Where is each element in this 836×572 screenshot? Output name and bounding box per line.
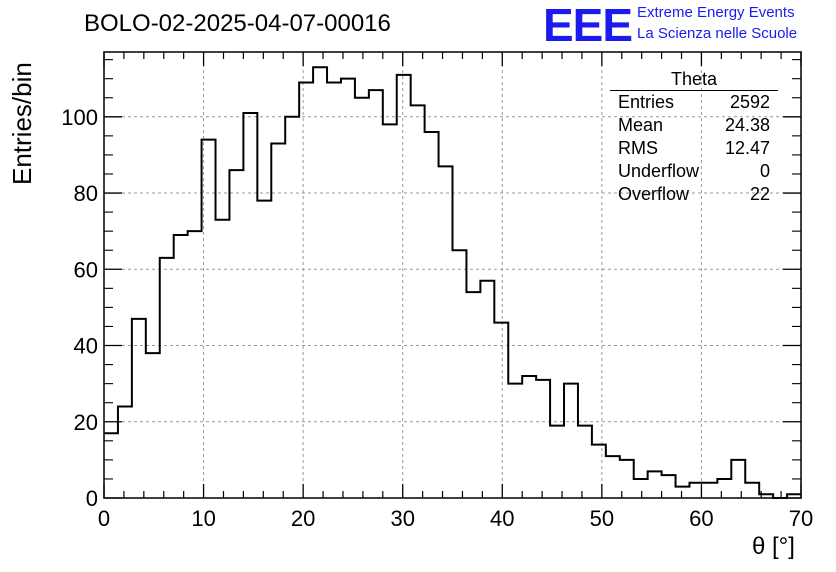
x-tick-label: 60 [689, 506, 713, 531]
logo-caption-line1: Extreme Energy Events [637, 4, 795, 21]
logo-caption-line2: La Scienza nelle Scuole [637, 25, 798, 42]
y-tick-label: 60 [74, 257, 98, 282]
y-tick-label: 20 [74, 410, 98, 435]
stats-value: 2592 [729, 92, 770, 112]
y-tick-label: 40 [74, 334, 98, 359]
x-tick-label: 0 [98, 506, 110, 531]
x-tick-label: 70 [789, 506, 813, 531]
tick-labels: 0 10 20 30 40 50 60 70 0 20 40 60 80 100 [61, 105, 813, 531]
axis-ticks [103, 52, 802, 499]
stats-label: Entries [618, 92, 675, 112]
stats-row-entries: Entries 2592 [610, 91, 778, 114]
plot-frame [103, 51, 802, 499]
stats-value: 24.38 [724, 115, 770, 135]
y-tick-label: 80 [74, 181, 98, 206]
x-tick-label: 20 [291, 506, 315, 531]
x-tick-label: 50 [590, 506, 614, 531]
chart-title: BOLO-02-2025-04-07-00016 [84, 10, 391, 37]
stats-row-underflow: Underflow 0 [610, 160, 778, 183]
stats-box: Theta Entries 2592 Mean 24.38 RMS 12.47 … [610, 68, 778, 206]
eee-logo: EEE [543, 0, 633, 51]
stats-value: 12.47 [724, 138, 770, 158]
x-tick-label: 40 [490, 506, 514, 531]
stats-value: 22 [749, 184, 770, 204]
stats-label: Overflow [618, 184, 690, 204]
x-tick-label: 30 [390, 506, 414, 531]
stats-value: 0 [759, 161, 770, 181]
stats-row-mean: Mean 24.38 [610, 114, 778, 137]
stats-label: Mean [618, 115, 664, 135]
x-axis-label: θ [°] [752, 533, 795, 560]
y-axis-label: Entries/bin [7, 62, 37, 185]
stats-title: Theta [610, 68, 778, 91]
y-tick-label: 100 [61, 105, 98, 130]
stats-label: RMS [618, 138, 658, 158]
x-tick-label: 10 [191, 506, 215, 531]
stats-row-rms: RMS 12.47 [610, 137, 778, 160]
y-tick-label: 0 [86, 486, 98, 511]
stats-row-overflow: Overflow 22 [610, 183, 778, 206]
histogram-line [104, 66, 801, 499]
stats-label: Underflow [618, 161, 700, 181]
